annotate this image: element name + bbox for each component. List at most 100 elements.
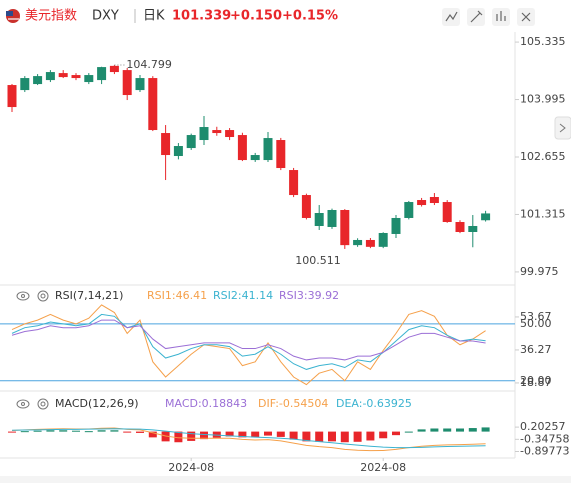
side-arrow	[559, 123, 566, 133]
index-name: 美元指数	[25, 9, 77, 24]
macd-bar	[200, 431, 208, 440]
macd-bar	[456, 428, 464, 432]
macd-bar	[72, 430, 80, 432]
legend-entry: RSI1:46.41	[147, 289, 207, 302]
candle-body	[71, 75, 81, 79]
low-label: 100.511	[295, 254, 341, 267]
candle-body	[199, 127, 209, 141]
candle-body	[378, 232, 388, 247]
candle-body	[327, 210, 337, 227]
indicator-line	[11, 428, 486, 449]
candle-body	[173, 146, 183, 157]
footer-strip	[0, 476, 571, 483]
macd-bar	[251, 431, 260, 438]
candle-body	[276, 140, 286, 169]
candle-body	[237, 135, 247, 161]
candle-body	[468, 225, 478, 232]
macd-bar	[430, 428, 439, 432]
candle-body	[33, 76, 43, 85]
macd-bar	[136, 431, 144, 433]
candle-body	[186, 135, 196, 149]
candle-body	[225, 130, 235, 138]
y-tick-label: 102.655	[520, 150, 566, 163]
legend-entry: RSI2:41.14	[213, 289, 273, 302]
candle-body	[314, 213, 324, 226]
macd-bar	[187, 431, 196, 441]
macd-bar	[238, 431, 247, 438]
macd-bar	[84, 431, 93, 433]
legend-entry: DIF:-0.54504	[258, 397, 328, 410]
macd-bar	[468, 428, 477, 432]
macd-bar	[404, 431, 413, 433]
y-tick-label: 0.20257	[520, 420, 566, 433]
candle-body	[20, 78, 30, 91]
candle-body	[263, 138, 273, 161]
candle-body	[109, 65, 119, 73]
macd-bar	[110, 430, 119, 432]
candle-body	[289, 170, 299, 196]
candle-body	[250, 155, 260, 161]
legend-entry: DEA:-0.63925	[336, 397, 412, 410]
candle-body	[122, 70, 132, 96]
macd-bar	[443, 428, 452, 432]
y-tick-label: 105.335	[520, 35, 566, 48]
candle-body	[135, 78, 145, 91]
y-tick-label: -0.34758	[520, 432, 569, 445]
y-tick-label: 53.67	[520, 310, 552, 323]
macd-bar	[123, 431, 132, 433]
macd-icons	[16, 398, 49, 410]
indicator-line	[11, 319, 486, 361]
candle-body	[97, 67, 107, 81]
macd-bar	[366, 431, 375, 441]
change-percent: +0.15%	[282, 9, 338, 24]
candle-body	[429, 197, 439, 204]
indicator-line	[11, 304, 486, 386]
candle-body	[404, 202, 414, 218]
y-tick-label: -0.89773	[520, 445, 569, 458]
y-tick-label: 103.995	[520, 93, 566, 106]
candle-body	[161, 133, 171, 156]
macd-bar	[264, 431, 272, 436]
candle-body	[148, 78, 158, 131]
macd-bar	[276, 431, 285, 437]
flag	[6, 9, 20, 23]
candle-body	[301, 195, 311, 218]
macd-bar	[8, 431, 16, 433]
candle-body	[481, 213, 491, 221]
macd-bar	[289, 431, 298, 440]
side-button[interactable]	[554, 116, 571, 140]
macd-bar	[353, 431, 362, 442]
y-tick-label: 101.315	[520, 207, 566, 220]
candle-body	[58, 73, 68, 78]
macd-bar	[97, 430, 106, 432]
macd-bar	[302, 431, 311, 442]
macd-title: MACD(12,26,9)	[55, 397, 139, 410]
y-tick-label: 18.87	[520, 376, 552, 389]
candle-body	[353, 239, 363, 246]
macd-bar	[315, 431, 324, 442]
macd-bar	[33, 430, 42, 432]
candle-body	[212, 130, 222, 134]
macd-bar	[20, 431, 29, 433]
legend-entry: MACD:0.18843	[165, 397, 247, 410]
period[interactable]: 日K	[143, 9, 165, 24]
macd-bar	[392, 431, 400, 436]
macd-bar	[481, 427, 490, 432]
x-tick-label: 2024-08	[168, 461, 214, 474]
macd-bar	[328, 431, 336, 442]
y-tick-label: 99.975	[520, 265, 559, 278]
macd-bar	[340, 431, 349, 443]
toolbar	[442, 8, 535, 26]
candle-body	[455, 222, 465, 232]
rsi-title: RSI(7,14,21)	[55, 289, 123, 302]
y-tick-label: 36.27	[520, 343, 552, 356]
macd-bar	[225, 431, 234, 437]
macd-bar	[148, 431, 157, 438]
candle-body	[391, 217, 401, 234]
candle-body	[7, 85, 17, 108]
macd-bar	[379, 431, 388, 439]
rsi-level-label: 20.00	[520, 374, 552, 387]
legend-entry: RSI3:39.92	[279, 289, 339, 302]
rsi-icons	[16, 290, 49, 302]
